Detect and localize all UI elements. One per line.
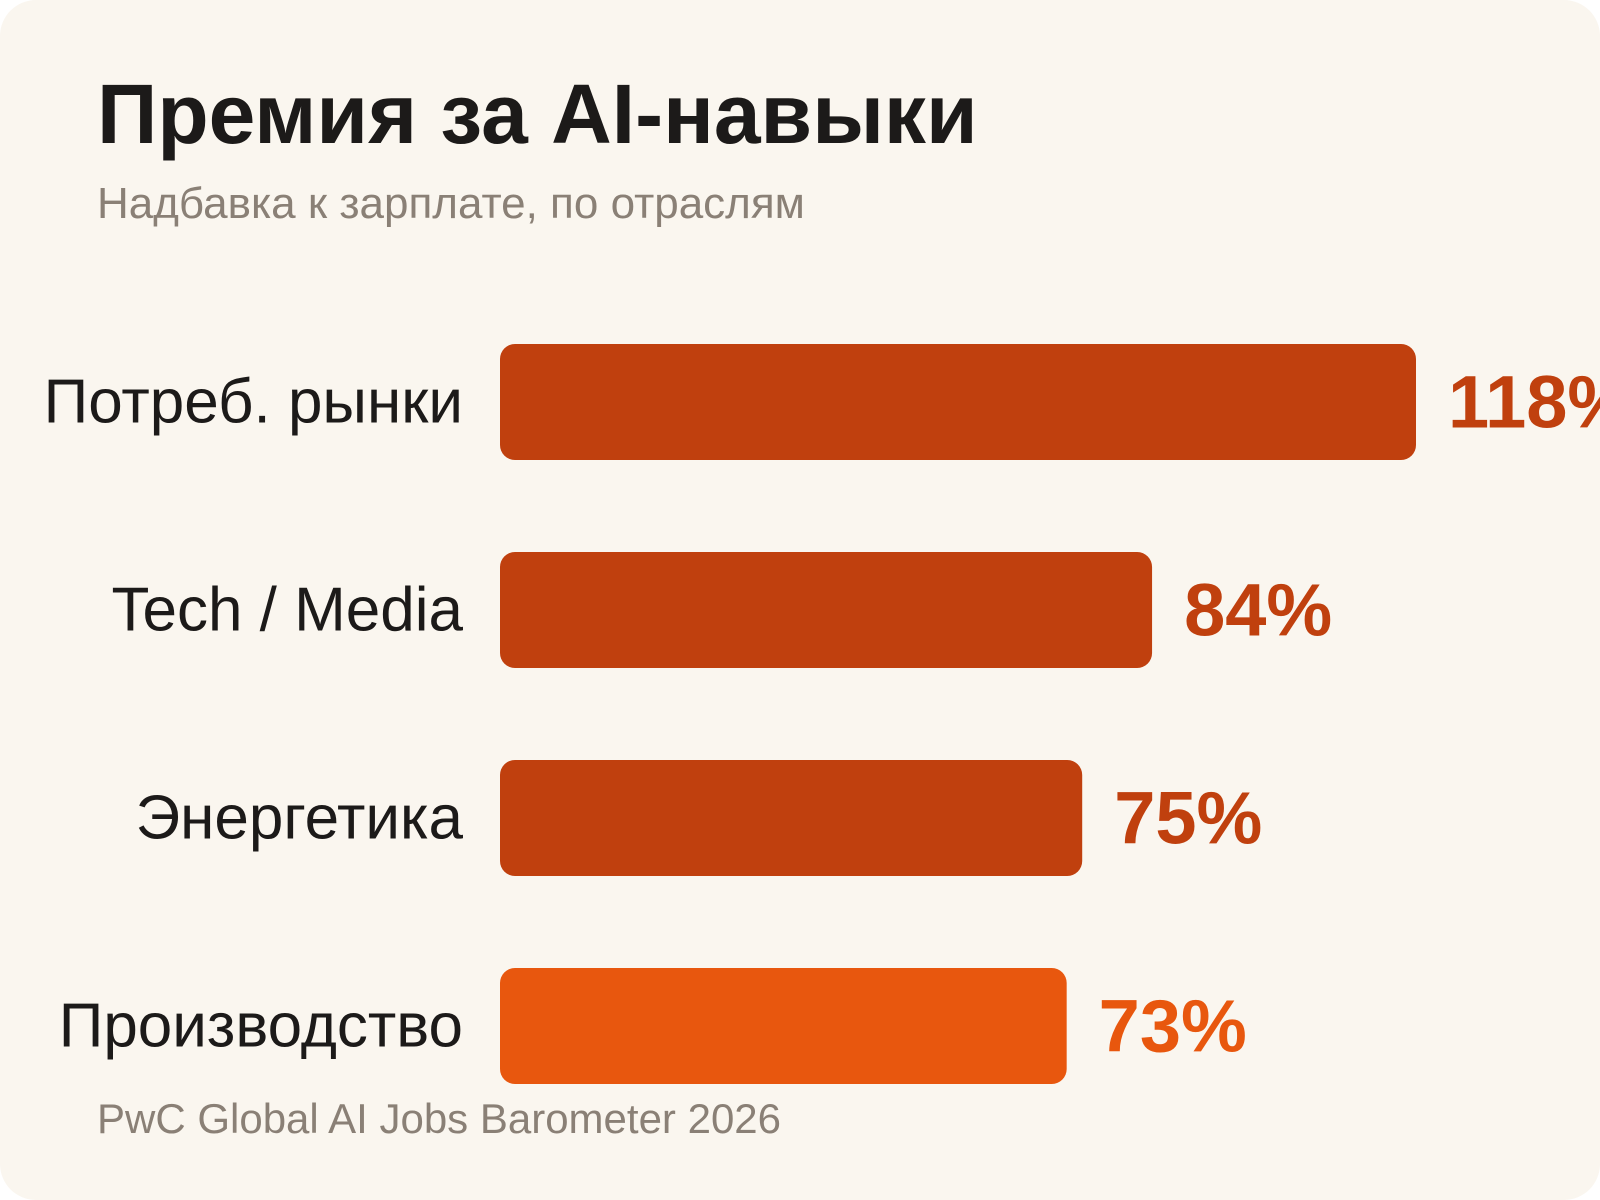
bar-3 [500,968,1067,1084]
category-label-1: Tech / Media [111,576,463,645]
chart-subtitle: Надбавка к зарплате, по отраслям [97,179,805,228]
category-label-0: Потреб. рынки [44,368,463,437]
value-label-2: 75% [1114,777,1262,860]
chart-title: Премия за AI-навыки [97,67,978,161]
bar-1 [500,552,1153,668]
value-label-3: 73% [1099,985,1247,1068]
bars-layer: Потреб. рынки 118% Tech / Media 84% Энергети… [44,344,1600,1084]
chart-source: PwC Global AI Jobs Barometer 2026 [97,1095,782,1142]
value-label-0: 118% [1448,361,1600,444]
value-label-1: 84% [1184,569,1332,652]
bar-0 [500,344,1416,460]
bar-2 [500,760,1083,876]
category-label-3: Производство [59,992,463,1061]
category-label-2: Энергетика [136,784,464,853]
